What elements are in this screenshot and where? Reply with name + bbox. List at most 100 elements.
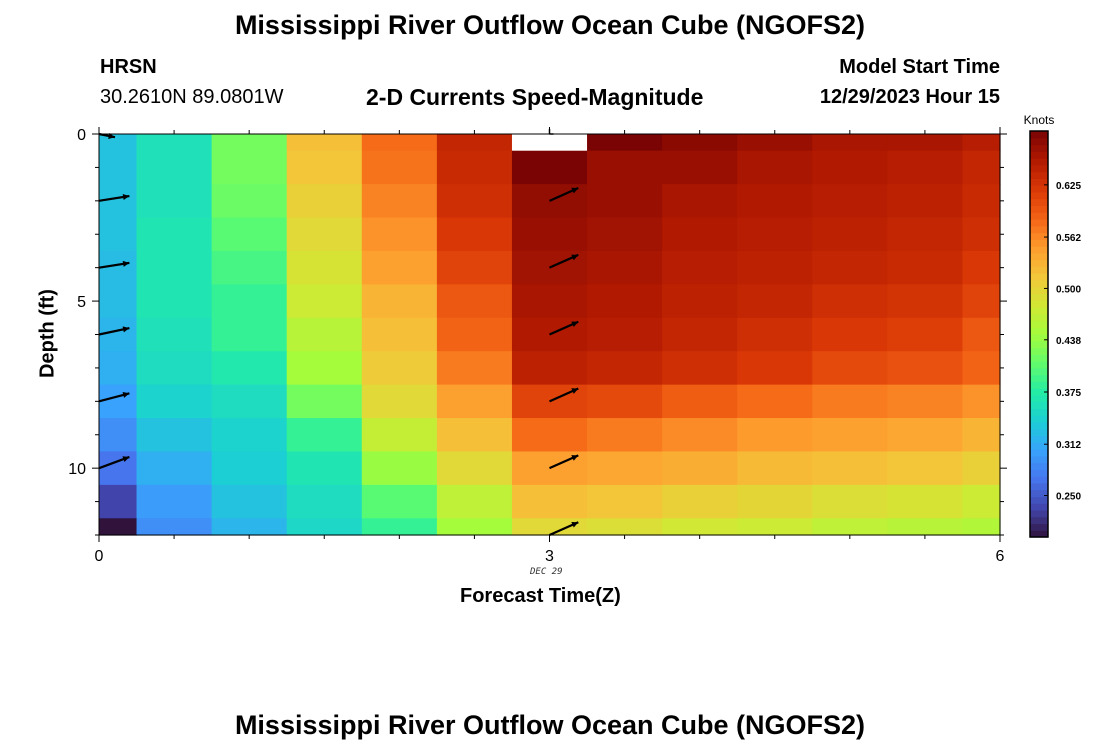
heatmap-cell <box>99 134 138 152</box>
heatmap-cell <box>136 518 213 536</box>
colorbar-segment <box>1030 340 1048 349</box>
heatmap-cell <box>361 418 438 453</box>
heatmap-cell <box>887 484 964 519</box>
heatmap-cell <box>99 484 138 519</box>
heatmap-cell <box>587 351 663 386</box>
heatmap-cell <box>511 284 588 319</box>
heatmap-cell <box>887 184 964 219</box>
heatmap-cell <box>587 384 663 419</box>
heatmap-cell <box>662 317 738 352</box>
heatmap-cell <box>812 384 888 419</box>
heatmap-cell <box>812 484 888 519</box>
heatmap-cell <box>662 384 738 419</box>
heatmap-cell <box>962 418 1001 453</box>
colorbar-segment <box>1030 435 1048 443</box>
heatmap-cell <box>511 418 588 453</box>
heatmap-cell <box>587 418 663 453</box>
colorbar-segment <box>1030 137 1048 146</box>
vector-arrow-head <box>122 194 130 201</box>
colorbar-segment <box>1030 212 1048 220</box>
heatmap-cell <box>211 484 288 519</box>
y-tick-label: 0 <box>77 127 86 144</box>
colorbar-segment <box>1030 394 1048 403</box>
heatmap-cell <box>136 351 213 386</box>
heatmap-cell <box>962 134 1001 152</box>
heatmap-cell <box>587 217 663 252</box>
heatmap-cell <box>286 217 363 252</box>
heatmap-cell <box>361 134 438 152</box>
heatmap-cell <box>136 217 213 252</box>
heatmap-cell <box>737 134 813 152</box>
heatmap-cell <box>136 134 213 152</box>
heatmap-cell <box>737 518 813 536</box>
heatmap-cell <box>587 150 663 185</box>
heatmap-cell <box>361 184 438 219</box>
heatmap-cell <box>737 284 813 319</box>
heatmap-cell <box>662 418 738 453</box>
colorbar-tick-label: 0.500 <box>1056 284 1081 295</box>
heatmap-cell <box>962 150 1001 185</box>
colorbar-tick-label: 0.438 <box>1056 336 1081 347</box>
heatmap-cell <box>286 284 363 319</box>
heatmap-cell <box>136 150 213 185</box>
x-axis-label: Forecast Time(Z) <box>460 585 621 607</box>
colorbar-segment <box>1030 516 1048 525</box>
heatmap-cell <box>887 217 964 252</box>
heatmap-cell <box>887 150 964 185</box>
heatmap-cell <box>737 351 813 386</box>
colorbar-segment <box>1030 185 1048 193</box>
colorbar-segment <box>1030 293 1048 301</box>
heatmap-cell <box>286 418 363 453</box>
heatmap-cell <box>99 250 138 285</box>
page-title-top: Mississippi River Outflow Ocean Cube (NG… <box>234 10 866 40</box>
colorbar-segment <box>1030 442 1048 450</box>
heatmap-cell <box>511 150 588 185</box>
heatmap-cell <box>361 250 438 285</box>
vector-arrow-head <box>571 455 579 461</box>
heatmap-cell <box>211 217 288 252</box>
heatmap-cell <box>962 384 1001 419</box>
colorbar-segment <box>1030 509 1048 518</box>
colorbar-segment <box>1030 415 1048 423</box>
colorbar-segment <box>1030 428 1048 437</box>
heatmap-cell <box>436 451 513 486</box>
colorbar-frame <box>1029 130 1049 538</box>
vector-arrow-head <box>122 260 130 267</box>
heatmap-cell <box>887 250 964 285</box>
heatmap-cell <box>99 284 138 319</box>
heatmap-cell <box>511 351 588 386</box>
station-coords: 30.2610N 89.0801W <box>100 86 284 108</box>
heatmap-cell <box>962 317 1001 352</box>
x-tick-label: 0 <box>95 548 104 565</box>
heatmap-cell <box>436 484 513 519</box>
colorbar-segment <box>1030 388 1048 396</box>
heatmap-cell <box>662 250 738 285</box>
heatmap-cell <box>361 351 438 386</box>
heatmap-cell <box>887 518 964 536</box>
colorbar-segment <box>1030 218 1048 227</box>
colorbar-segment <box>1030 496 1048 504</box>
heatmap-cell <box>737 250 813 285</box>
heatmap-cell <box>211 418 288 453</box>
heatmap-cell <box>436 418 513 453</box>
colorbar-segment <box>1030 300 1048 308</box>
heatmap-cell <box>962 351 1001 386</box>
colorbar-segment <box>1030 320 1048 328</box>
heatmap-cell <box>737 150 813 185</box>
heatmap-cell <box>136 451 213 486</box>
heatmap-cell <box>587 250 663 285</box>
model-start-label: Model Start Time <box>839 56 1000 78</box>
heatmap-cell <box>737 484 813 519</box>
colorbar-tick-label: 0.562 <box>1056 233 1081 244</box>
colorbar-segment <box>1030 198 1048 207</box>
colorbar-tick-label: 0.375 <box>1056 388 1081 399</box>
heatmap-cell <box>511 484 588 519</box>
heatmap-cell <box>587 484 663 519</box>
heatmap-cell <box>962 217 1001 252</box>
vector-arrow-head <box>571 254 579 261</box>
heatmap-cell <box>136 184 213 219</box>
heatmap-cell <box>286 351 363 386</box>
vector-arrow-head <box>122 326 130 333</box>
heatmap-cell <box>286 518 363 536</box>
colorbar-segment <box>1030 151 1048 159</box>
